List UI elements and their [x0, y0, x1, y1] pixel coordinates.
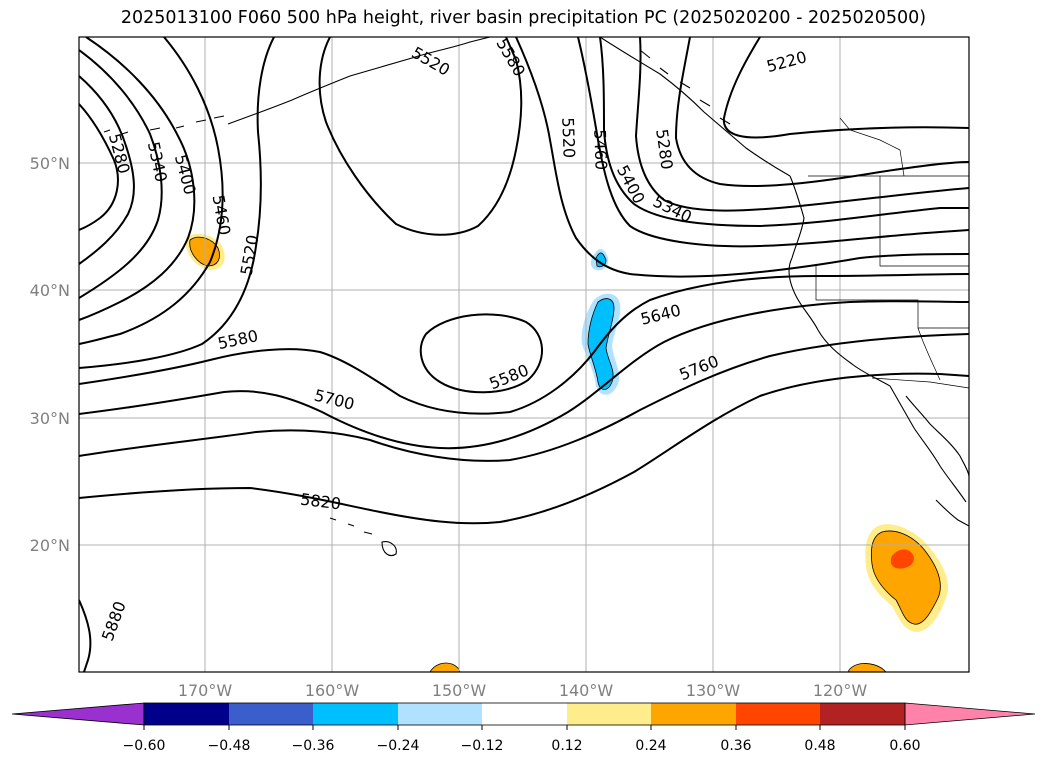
contour-5220-west — [79, 103, 119, 231]
colorbar-swatch — [144, 703, 229, 725]
contour-5340-east — [634, 37, 969, 212]
california-border — [917, 327, 941, 381]
contour-label: 5580 — [216, 326, 260, 353]
colorbar-swatch — [651, 703, 736, 725]
lat-label: 40°N — [30, 281, 70, 300]
contour-5640 — [79, 300, 969, 450]
longitude-labels: 170°W 160°W 150°W 140°W 130°W 120°W — [178, 681, 868, 700]
lat-label: 20°N — [30, 536, 70, 555]
colorbar-tick-label: 0.12 — [551, 738, 582, 754]
se-alaska-coast — [599, 37, 791, 177]
baja-peninsula — [889, 385, 967, 503]
bc-coast — [789, 175, 805, 259]
contour-5520-west — [79, 37, 275, 369]
precip-pc-shading — [185, 233, 949, 672]
contour-label: 5520 — [237, 233, 263, 276]
lat-label: 30°N — [30, 409, 70, 428]
contour-5700 — [79, 333, 969, 462]
contour-5460-west — [79, 37, 224, 345]
lon-label: 130°W — [686, 681, 741, 700]
contour-5580-closed-low — [419, 313, 543, 394]
contour-5280-east — [674, 37, 969, 188]
lon-label: 140°W — [559, 681, 614, 700]
contour-label: 5460 — [590, 129, 610, 170]
colorbar-tick-label: −0.24 — [377, 738, 420, 754]
contour-5760 — [79, 372, 969, 525]
graticule — [79, 37, 969, 672]
lon-label: 150°W — [432, 681, 487, 700]
mexico-mainland-coast — [935, 499, 969, 527]
contour-5280-west — [79, 75, 135, 265]
colorbar-ticks — [143, 725, 906, 730]
contour-5220-east — [722, 37, 969, 139]
contour-label: 5580 — [492, 35, 529, 80]
colorbar-tick-label: −0.36 — [292, 738, 335, 754]
colorbar-swatch — [736, 703, 820, 725]
contour-label: 5220 — [764, 47, 808, 76]
alaska-canada-border — [839, 117, 905, 177]
contour-label: 5400 — [171, 152, 200, 196]
alaska-coast-fjords — [639, 49, 731, 125]
pos-anomaly-baja-core — [870, 530, 941, 625]
contour-5460-east — [577, 37, 969, 248]
colorbar-extend-min — [11, 702, 145, 726]
map-frame — [78, 36, 970, 673]
pos-anomaly-baja-max — [890, 549, 914, 569]
contour-label: 5460 — [209, 193, 235, 236]
contour-label: 5280 — [105, 131, 134, 175]
idaho-border — [879, 176, 969, 267]
colorbar-frame — [143, 702, 906, 726]
contour-label: 5340 — [144, 140, 171, 184]
contour-5580-west — [318, 37, 523, 236]
colorbar-tick-label: −0.12 — [461, 738, 504, 754]
contour-label: 5820 — [299, 490, 342, 514]
alaska-peninsula-coast — [227, 37, 491, 125]
contour-label: 5640 — [639, 301, 683, 329]
neg-anomaly-north-core — [595, 252, 607, 268]
contour-label: 5880 — [98, 599, 130, 644]
political-borders — [808, 117, 969, 389]
contour-5820-south — [79, 599, 92, 672]
contour-5400-west — [79, 37, 196, 321]
nevada-border — [815, 266, 969, 329]
hawaii-islands — [329, 517, 397, 557]
colorbar-tick-label: 0.48 — [804, 738, 835, 754]
contour-label: 5280 — [652, 128, 676, 171]
coastlines — [103, 37, 969, 557]
colorbar-swatch — [398, 703, 482, 725]
latitude-labels: 50°N 40°N 30°N 20°N — [30, 154, 70, 555]
pos-anomaly-bottom-central — [429, 662, 461, 672]
lon-label: 160°W — [305, 681, 360, 700]
contour-5340-west — [79, 49, 163, 299]
contour-5520-east — [515, 37, 969, 278]
colorbar-tick-label: 0.36 — [720, 738, 751, 754]
contour-5400-east — [599, 37, 969, 228]
contour-label: 5760 — [677, 351, 722, 384]
contour-label: 5340 — [650, 192, 695, 227]
lon-label: 170°W — [178, 681, 233, 700]
lat-label: 50°N — [30, 154, 70, 173]
aleutian-islands — [103, 115, 225, 135]
gulf-of-california-coast — [905, 395, 969, 477]
colorbar-extend-max — [904, 702, 1036, 726]
colorbar-tick-label: 0.60 — [889, 738, 920, 754]
colorbar: −0.60 −0.48 −0.36 −0.24 −0.12 0.12 0.24 … — [11, 702, 1036, 754]
colorbar-swatch — [229, 703, 313, 725]
us-mexico-border — [871, 377, 969, 389]
colorbar-swatch — [482, 703, 567, 725]
contour-5580-east-arc — [79, 273, 969, 415]
colorbar-tick-label: −0.48 — [208, 738, 251, 754]
pos-anomaly-bottom-east — [847, 663, 887, 672]
colorbar-swatch — [820, 703, 905, 725]
colorbar-swatch — [567, 703, 651, 725]
colorbar-tick-label: 0.24 — [635, 738, 666, 754]
lon-label: 120°W — [813, 681, 868, 700]
contour-label: 5520 — [558, 117, 578, 158]
height-contours — [79, 37, 969, 672]
map-title: 2025013100 F060 500 hPa height, river ba… — [120, 8, 927, 28]
colorbar-swatch — [313, 703, 398, 725]
colorbar-tick-label: −0.60 — [123, 738, 166, 754]
us-west-coast — [788, 257, 891, 387]
